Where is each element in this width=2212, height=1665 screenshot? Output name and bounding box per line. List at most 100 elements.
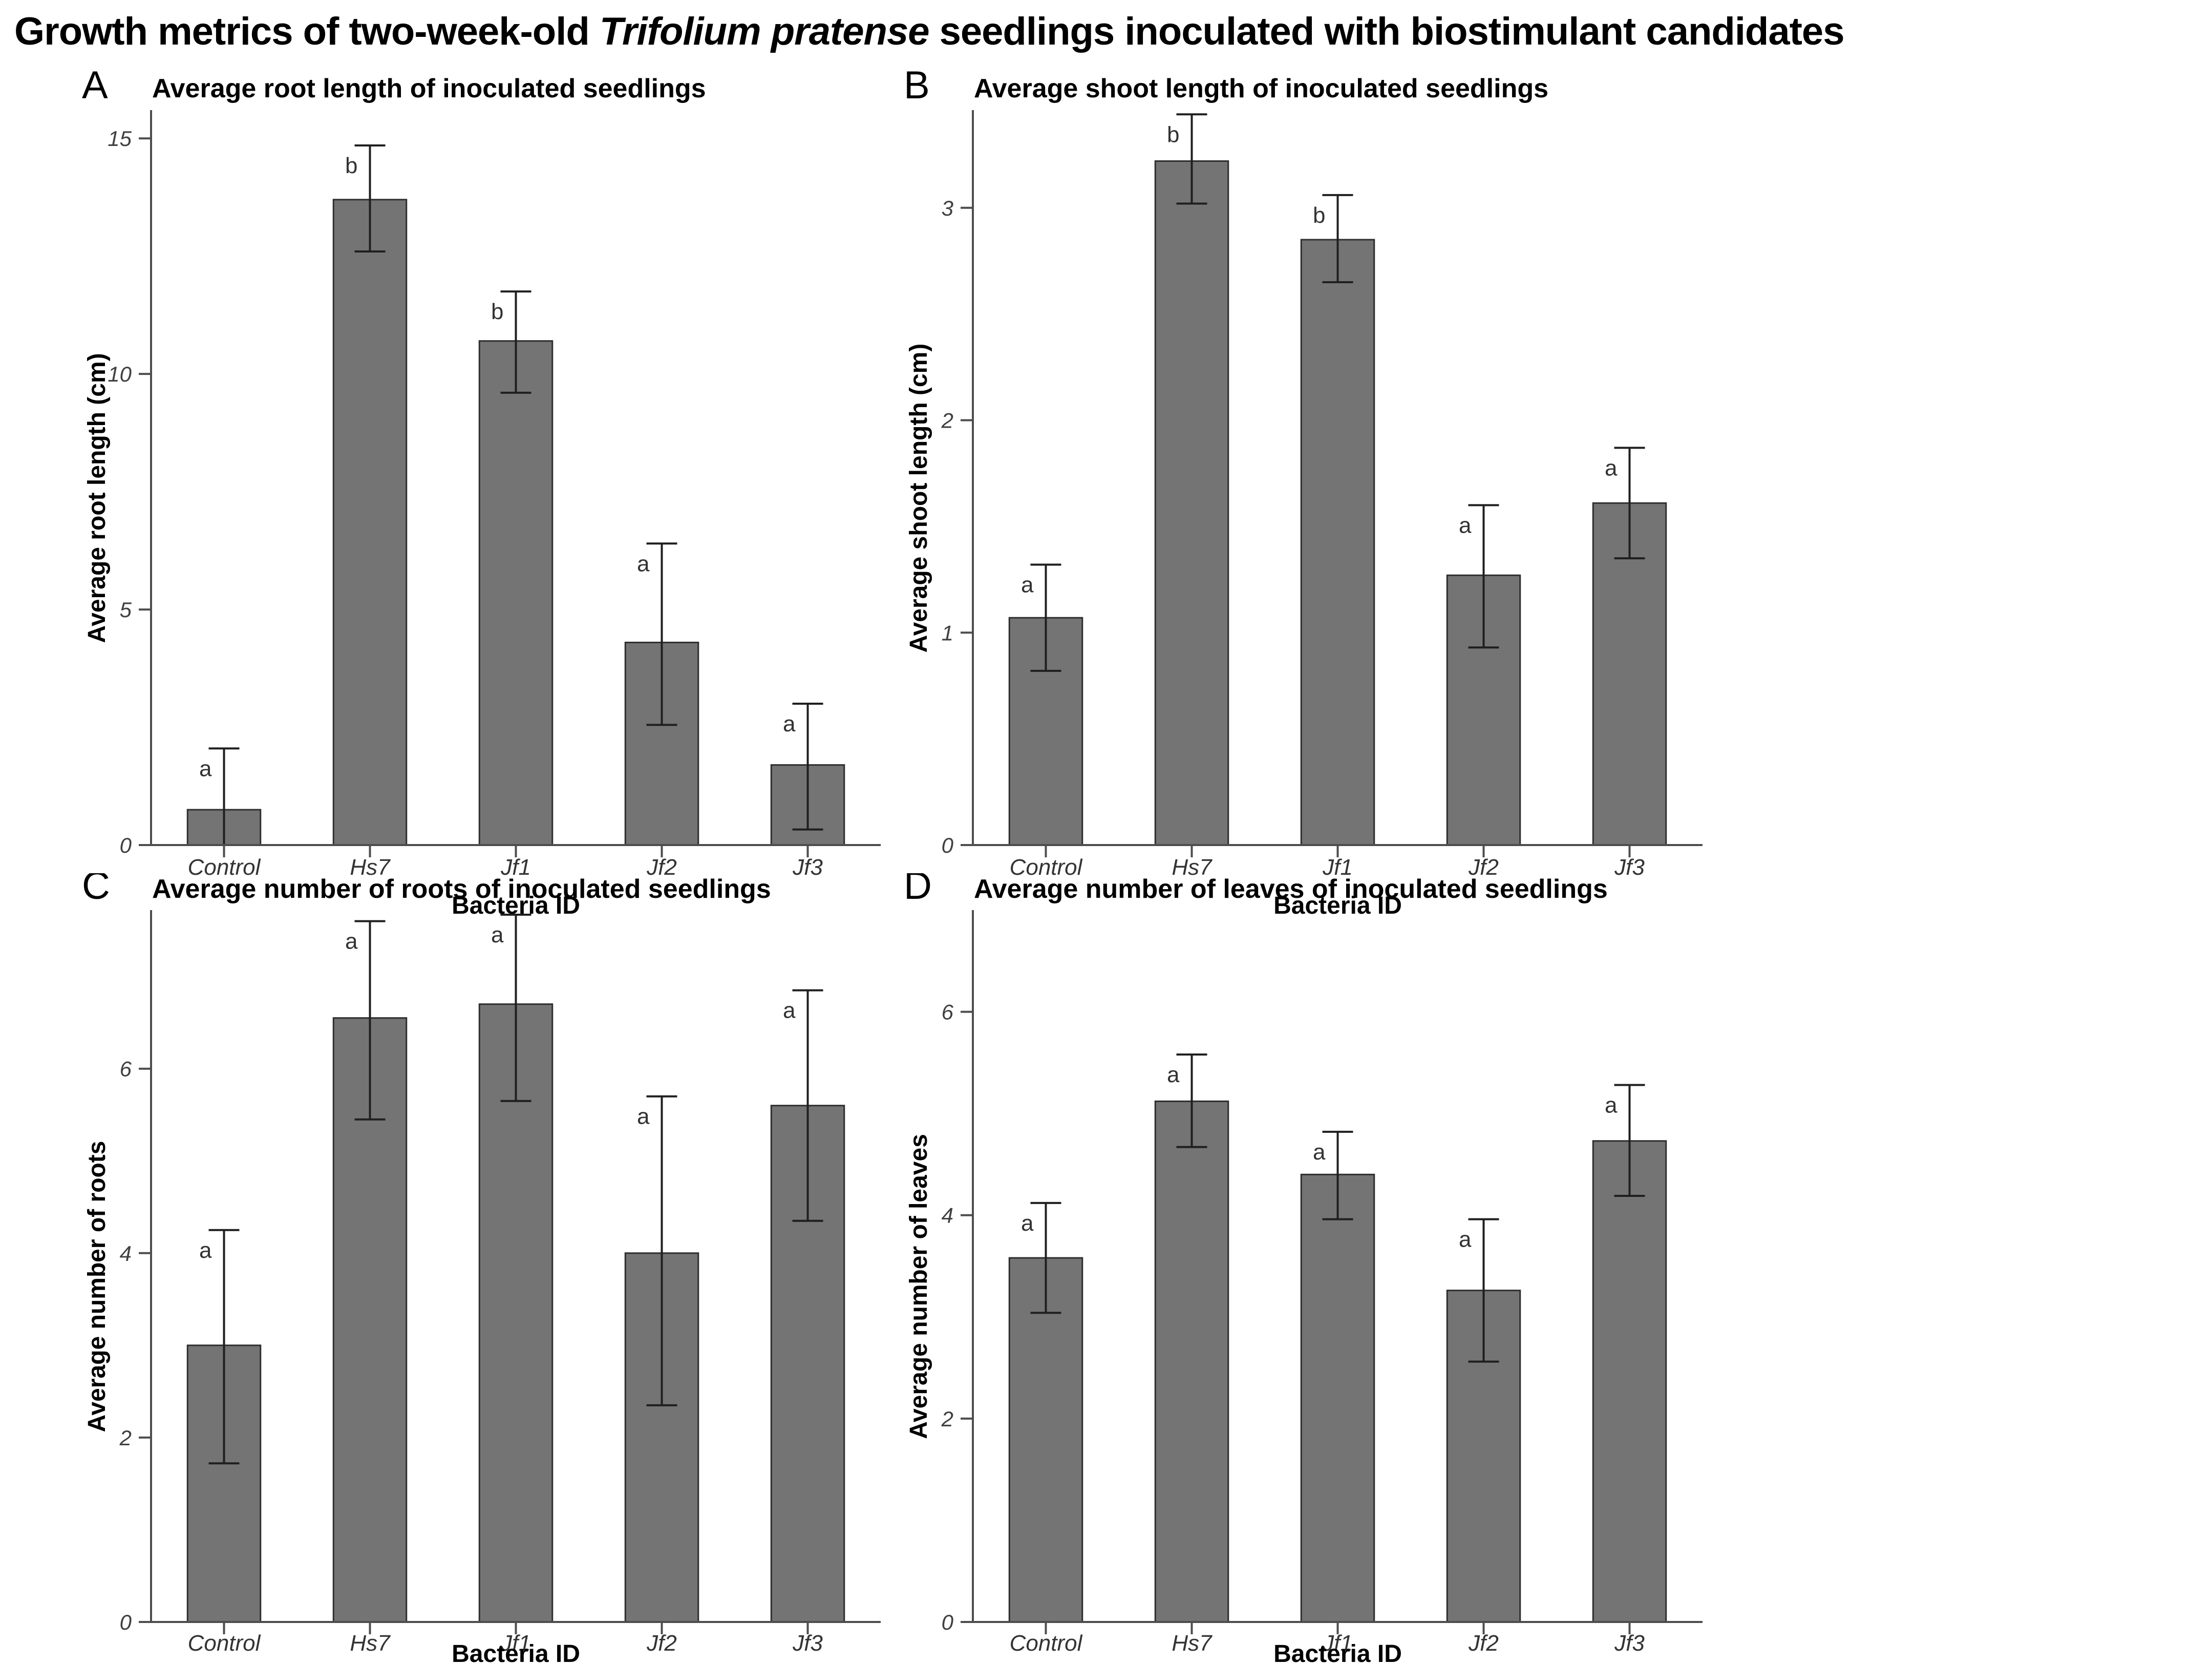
sig-letter-control: a (1021, 1211, 1034, 1236)
bar-jf1 (478, 340, 554, 846)
y-tick-label: 6 (942, 1000, 954, 1024)
x-tick-label-jf1: Jf1 (1322, 1631, 1353, 1656)
error-bar-jf2 (1468, 1218, 1499, 1363)
y-tick-label: 0 (942, 833, 954, 857)
sig-letter-control: a (1021, 573, 1034, 598)
bar-jf3 (1592, 1140, 1667, 1623)
sig-letter-jf3: a (783, 711, 796, 736)
y-tick-label: 10 (108, 362, 132, 386)
bar-jf1 (1300, 239, 1375, 846)
sig-letter-jf1: a (1313, 1140, 1326, 1165)
y-axis-title: Average root length (cm) (83, 353, 111, 643)
error-bar-hs7 (354, 144, 386, 252)
x-tick-label-control: Control (1010, 1631, 1083, 1656)
y-tick-label: 2 (119, 1426, 132, 1450)
y-tick-label: 2 (941, 1407, 953, 1431)
error-bar-jf1 (1322, 194, 1353, 283)
y-tick-label: 15 (108, 127, 132, 151)
panel-C-canvas: C Average number of roots of inoculated s… (82, 873, 881, 1665)
error-bar-control (208, 747, 240, 850)
figure-title-suffix: seedlings inoculated with biostimulant c… (929, 10, 1845, 53)
sig-letter-hs7: a (1167, 1062, 1180, 1087)
error-bar-hs7 (1176, 1053, 1207, 1148)
x-tick-label-jf1: Jf1 (500, 1631, 531, 1656)
x-tick-label-jf2: Jf2 (1468, 855, 1499, 880)
x-tick-label-control: Control (188, 855, 261, 880)
sig-letter-control: a (199, 756, 212, 781)
figure-title: Growth metrics of two-week-old Trifolium… (14, 9, 2208, 54)
panel-d: D Average number of leaves of inoculated … (822, 873, 1928, 1665)
x-tick-label-jf1: Jf1 (1322, 855, 1353, 880)
bar-hs7 (1154, 1100, 1229, 1623)
error-bar-control (208, 1229, 240, 1465)
x-tick-label-hs7: Hs7 (350, 1631, 391, 1656)
panel-A-canvas: A Average root length of inoculated seedl… (82, 67, 881, 919)
x-axis-title: Bacteria ID (1273, 1640, 1402, 1665)
x-tick-label-jf2: Jf2 (646, 855, 677, 880)
panel-letter-D: D (904, 873, 932, 908)
panel-c: C Average number of roots of inoculated s… (0, 873, 1106, 1665)
y-tick-label: 5 (120, 598, 132, 622)
figure-title-species: Trifolium pratense (599, 10, 930, 53)
x-axis-title: Bacteria ID (1273, 892, 1402, 919)
panel-letter-C: C (82, 873, 110, 908)
x-tick-label-hs7: Hs7 (1172, 1631, 1213, 1656)
panel-b: B Average shoot length of inoculated seed… (822, 67, 1928, 922)
sig-letter-jf3: a (783, 998, 796, 1023)
y-axis-title: Average number of leaves (905, 1134, 932, 1439)
panel-a: A Average root length of inoculated seedl… (0, 67, 1106, 922)
panel-title: Average shoot length of inoculated seedl… (974, 74, 1548, 103)
sig-letter-hs7: b (1167, 122, 1179, 147)
panel-letter-B: B (904, 67, 930, 107)
bar-hs7 (332, 199, 408, 846)
panel-title: Average number of roots of inoculated se… (152, 874, 771, 904)
sig-letter-control: a (199, 1238, 212, 1263)
x-tick-label-jf3: Jf3 (1614, 1631, 1645, 1656)
y-tick-label: 4 (942, 1204, 953, 1228)
y-tick-label: 3 (942, 196, 953, 220)
x-tick-label-jf1: Jf1 (500, 855, 531, 880)
error-bar-jf2 (646, 1095, 677, 1406)
y-tick-label: 1 (942, 621, 953, 645)
sig-letter-jf2: a (1459, 1227, 1472, 1252)
x-axis-title: Bacteria ID (452, 1640, 580, 1665)
error-bar-jf2 (646, 542, 677, 726)
x-tick-label-control: Control (1010, 855, 1083, 880)
error-bar-jf1 (500, 290, 531, 394)
sig-letter-jf2: a (1459, 513, 1472, 538)
y-tick-label: 0 (120, 833, 132, 857)
panel-D-canvas: D Average number of leaves of inoculated … (904, 873, 1703, 1665)
panel-letter-A: A (82, 67, 108, 107)
error-bar-jf1 (500, 914, 531, 1102)
panel-title: Average number of leaves of inoculated s… (974, 874, 1608, 904)
x-tick-label-jf3: Jf3 (792, 855, 823, 880)
error-bar-control (1030, 563, 1061, 672)
y-tick-label: 2 (941, 409, 953, 433)
figure-title-prefix: Growth metrics of two-week-old (14, 10, 600, 53)
sig-letter-jf1: b (1313, 203, 1325, 228)
sig-letter-jf1: b (491, 299, 503, 324)
x-tick-label-jf2: Jf2 (1468, 1631, 1499, 1656)
error-bar-hs7 (1176, 113, 1207, 205)
panel-title: Average root length of inoculated seedli… (152, 74, 706, 103)
y-tick-label: 0 (942, 1610, 954, 1634)
error-bar-jf2 (1468, 504, 1499, 649)
sig-letter-jf1: a (491, 922, 504, 947)
y-tick-label: 4 (120, 1241, 132, 1266)
y-tick-label: 0 (120, 1610, 132, 1634)
y-tick-label: 6 (120, 1057, 132, 1081)
x-tick-label-jf3: Jf3 (1614, 855, 1645, 880)
x-tick-label-jf3: Jf3 (792, 1631, 823, 1656)
sig-letter-jf2: a (637, 551, 650, 576)
panel-B-canvas: B Average shoot length of inoculated seed… (904, 67, 1703, 919)
sig-letter-hs7: b (345, 153, 357, 178)
sig-letter-jf3: a (1605, 455, 1618, 480)
sig-letter-hs7: a (345, 929, 358, 954)
sig-letter-jf2: a (637, 1104, 650, 1129)
error-bar-jf1 (1322, 1130, 1353, 1220)
bar-jf3 (1592, 502, 1667, 846)
x-tick-label-control: Control (188, 1631, 261, 1656)
x-tick-label-jf2: Jf2 (646, 1631, 677, 1656)
error-bar-jf3 (1614, 1084, 1645, 1197)
